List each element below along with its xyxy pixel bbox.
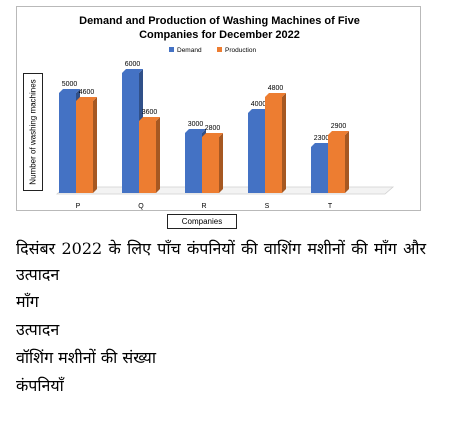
bar-demand-T <box>311 147 328 193</box>
data-label-production-Q: 3600 <box>142 109 158 116</box>
bar-side-production-R <box>219 133 223 193</box>
bar-demand-S <box>248 113 265 193</box>
bar-demand-P <box>59 93 76 193</box>
data-label-production-T: 2900 <box>331 123 347 130</box>
bar-top-production-R <box>202 133 223 137</box>
bar-top-demand-T <box>311 143 332 147</box>
bar-side-production-P <box>93 97 97 193</box>
bar-production-Q <box>139 121 156 193</box>
y-axis-label: Number of washing machines <box>28 79 38 185</box>
legend-swatch-production <box>217 47 222 52</box>
hindi-xlabel: कंपनियाँ <box>16 376 64 395</box>
chart-title-line1: Demand and Production of Washing Machine… <box>79 15 360 27</box>
data-label-demand-R: 3000 <box>188 121 204 128</box>
bar-top-production-Q <box>139 117 160 121</box>
bar-top-demand-S <box>248 109 269 113</box>
legend-swatch-demand <box>169 47 174 52</box>
bar-top-demand-R <box>185 129 206 133</box>
bar-top-demand-P <box>59 89 80 93</box>
bar-top-production-S <box>265 93 286 97</box>
bar-production-S <box>265 97 282 193</box>
legend-label-production: Production <box>225 47 256 54</box>
data-label-demand-Q: 6000 <box>125 61 141 68</box>
hindi-demand: माँग <box>16 292 39 311</box>
data-label-production-P: 4600 <box>79 89 95 96</box>
bar-top-production-T <box>328 131 349 135</box>
bar-production-R <box>202 137 219 193</box>
hindi-ylabel: वॉशिंग मशीनों की संख्या <box>16 348 156 367</box>
hindi-title: दिसंबर 2022 के लिए पाँच कंपनियों की वाशि… <box>16 239 426 284</box>
bar-demand-Q <box>122 73 139 193</box>
hindi-translation: दिसंबर 2022 के लिए पाँच कंपनियों की वाशि… <box>16 236 426 400</box>
x-tick-S: S <box>265 203 270 210</box>
data-label-production-R: 2800 <box>205 125 221 132</box>
data-label-demand-S: 4000 <box>251 101 267 108</box>
bar-production-P <box>76 101 93 193</box>
x-tick-P: P <box>76 203 81 210</box>
bar-side-production-S <box>282 93 286 193</box>
bar-side-production-T <box>345 131 349 193</box>
bar-demand-R <box>185 133 202 193</box>
data-label-demand-P: 5000 <box>62 81 78 88</box>
data-label-demand-T: 2300 <box>314 135 330 142</box>
x-tick-Q: Q <box>138 203 144 210</box>
legend-label-demand: Demand <box>177 47 202 54</box>
y-axis-label-box: Number of washing machines <box>23 73 43 191</box>
chart-frame: Demand Production 5000 4600 P 6000 3600 Q 3000 28… <box>16 6 421 229</box>
x-tick-R: R <box>201 203 206 210</box>
hindi-production: उत्पादन <box>16 320 60 339</box>
chart-title-line2: Companies for December 2022 <box>139 29 300 41</box>
x-tick-T: T <box>328 203 333 210</box>
bar-side-production-Q <box>156 117 160 193</box>
bar-production-T <box>328 135 345 193</box>
bar-top-demand-Q <box>122 69 143 73</box>
bar-top-production-P <box>76 97 97 101</box>
data-label-production-S: 4800 <box>268 85 284 92</box>
x-axis-label: Companies <box>167 214 237 229</box>
